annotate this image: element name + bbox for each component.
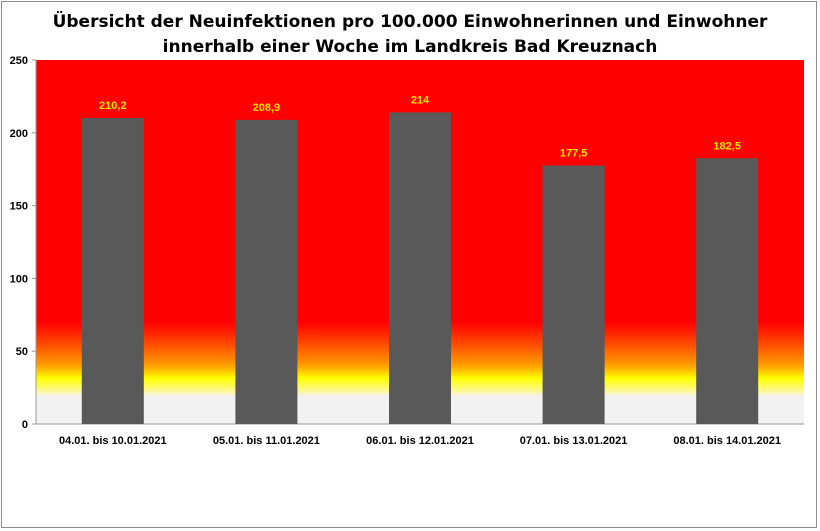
bar-value-label: 208,9 xyxy=(253,102,281,114)
chart-title-line-1: Übersicht der Neuinfektionen pro 100.000… xyxy=(52,12,768,32)
y-tick-label: 50 xyxy=(16,346,28,358)
value-labels: 210,2 208,9 214 177,5 182,5 xyxy=(99,94,741,159)
x-axis-labels: 04.01. bis 10.01.2021 05.01. bis 11.01.20… xyxy=(59,435,781,447)
bar-value-label: 177,5 xyxy=(560,148,588,160)
x-tick-label: 08.01. bis 14.01.2021 xyxy=(673,435,781,447)
bar xyxy=(389,112,451,424)
x-tick-label: 05.01. bis 11.01.2021 xyxy=(213,435,320,447)
y-tick-label: 0 xyxy=(22,419,28,431)
bar xyxy=(696,158,759,424)
x-tick-label: 07.01. bis 13.01.2021 xyxy=(520,435,628,447)
bar-value-label: 214 xyxy=(411,94,430,106)
x-tick-label: 04.01. bis 10.01.2021 xyxy=(59,435,167,447)
bar xyxy=(235,119,298,424)
chart-title-line-2: innerhalb einer Woche im Landkreis Bad K… xyxy=(162,37,658,57)
y-axis-ticks: 0 50 100 150 200 250 xyxy=(10,55,36,431)
bar-value-label: 210,2 xyxy=(99,100,127,112)
bar-value-label: 182,5 xyxy=(713,140,741,152)
y-tick-label: 200 xyxy=(10,128,28,140)
bar xyxy=(81,117,144,425)
y-tick-label: 150 xyxy=(10,201,28,213)
bars xyxy=(81,112,759,425)
x-tick-label: 06.01. bis 12.01.2021 xyxy=(366,435,474,447)
y-tick-label: 250 xyxy=(10,55,28,67)
bar xyxy=(542,165,605,424)
y-tick-label: 100 xyxy=(10,273,28,285)
